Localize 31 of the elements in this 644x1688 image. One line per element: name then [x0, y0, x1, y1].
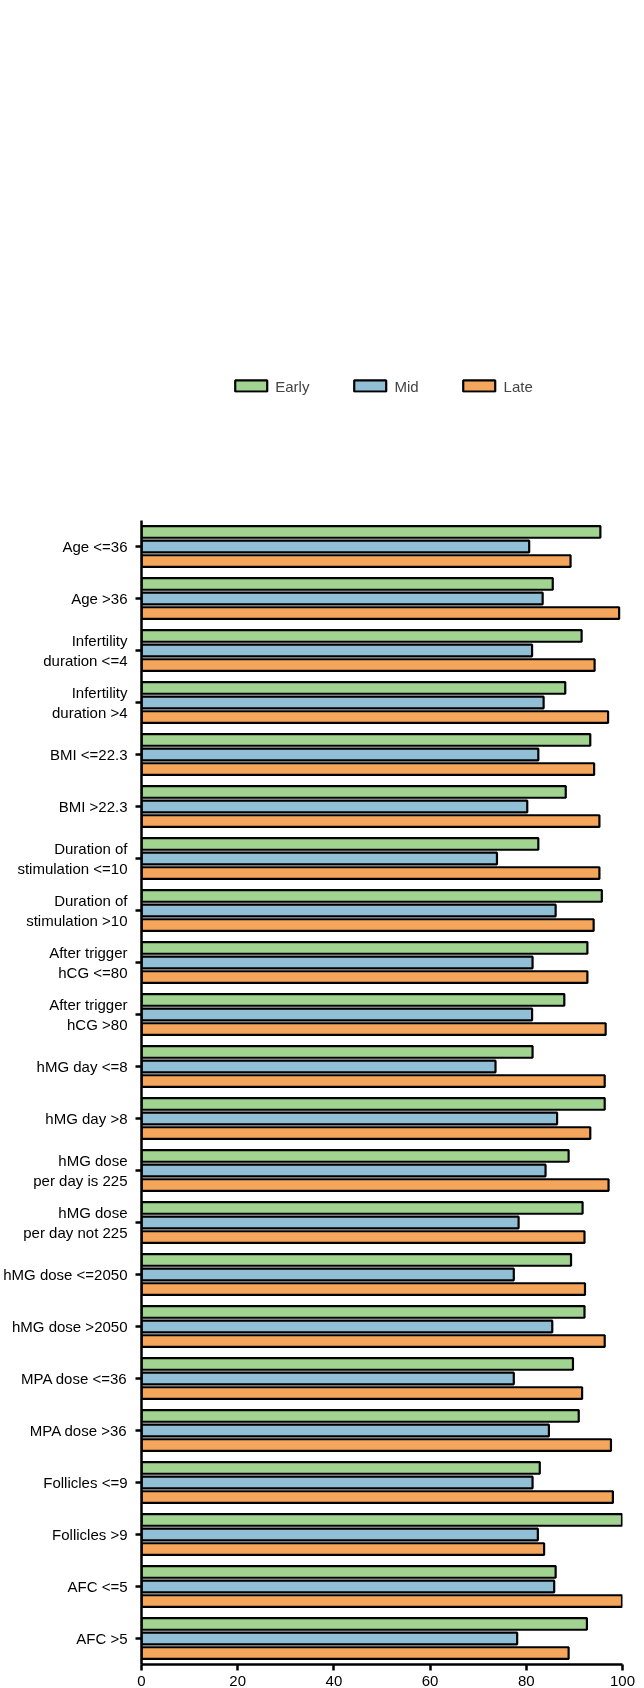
y-tick-label: Duration of stimulation >10	[26, 891, 129, 930]
y-tick-label: After trigger hCG >80	[49, 995, 128, 1034]
y-tick-label: hMG dose >2050	[12, 1318, 128, 1335]
y-tick-label: After trigger hCG <=80	[49, 943, 128, 982]
y-tick-label: hMG day >8	[45, 1110, 128, 1127]
y-tick-label: BMI <=22.3	[49, 746, 128, 763]
y-tick-label: hMG dose per day not 225	[23, 1203, 128, 1242]
y-tick-label: Duration of stimulation <=10	[17, 839, 129, 878]
y-tick-label: Infertility duration >4	[52, 683, 128, 722]
legend-label: Mid	[394, 377, 419, 395]
y-tick-label: Age >36	[71, 590, 128, 607]
x-tick-label: 100	[609, 1671, 636, 1688]
y-tick-label: Infertility duration <=4	[43, 631, 128, 670]
x-tick-label: 60	[421, 1671, 439, 1688]
y-tick-label: Follicles <=9	[43, 1474, 128, 1491]
x-tick-label: 40	[325, 1671, 343, 1688]
y-tick-label: Follicles >9	[52, 1526, 128, 1543]
y-tick-label: hMG dose per day is 225	[33, 1151, 128, 1190]
legend-label: Early	[275, 377, 310, 395]
x-tick-label: 20	[229, 1671, 247, 1688]
x-tick-label: 0	[137, 1671, 146, 1688]
y-tick-label: AFC >5	[76, 1630, 128, 1647]
y-tick-label: MPA dose <=36	[21, 1370, 127, 1387]
x-tick-label: 80	[517, 1671, 535, 1688]
y-tick-label: hMG dose <=2050	[3, 1266, 128, 1283]
y-tick-label: Age <=36	[62, 538, 128, 555]
y-tick-label: AFC <=5	[67, 1578, 128, 1595]
y-tick-label: BMI >22.3	[58, 798, 128, 815]
y-tick-label: MPA dose >36	[29, 1422, 127, 1439]
y-tick-label: hMG day <=8	[36, 1058, 128, 1075]
legend-label: Late	[503, 377, 533, 395]
